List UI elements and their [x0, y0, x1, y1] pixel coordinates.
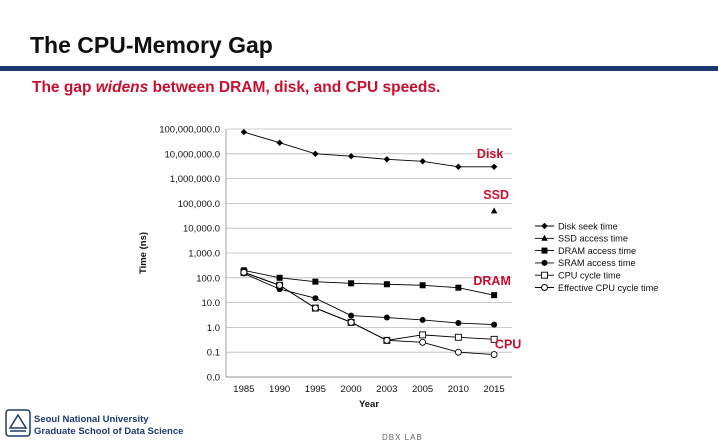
- footer-lab-name: DBX LAB: [382, 433, 423, 442]
- cpu-memory-gap-chart: 0.0 0.1 1.0 10.0 100.0 1,000.0 10,000.0 100,000…: [138, 125, 658, 411]
- y-tick-label: 100.0: [196, 273, 220, 284]
- y-tick-label: 10,000.0: [183, 224, 220, 235]
- title-rule: [0, 66, 718, 71]
- data-point-series-3: [419, 316, 426, 323]
- legend-label: SRAM access time: [558, 258, 636, 268]
- legend-label: Disk seek time: [558, 221, 618, 231]
- data-point-series-5: [240, 268, 248, 276]
- x-tick-label: 2000: [341, 384, 362, 395]
- subtitle-emphasis: widens: [95, 79, 149, 96]
- data-point-series-3: [348, 312, 355, 319]
- series-line-0: [243, 131, 495, 168]
- y-tick-label: 100,000.0: [178, 199, 220, 210]
- data-point-series-2: [455, 284, 462, 291]
- data-point-series-5: [311, 304, 319, 312]
- data-point-series-0: [347, 153, 355, 160]
- data-point-series-0: [419, 158, 426, 165]
- legend-label: DRAM access time: [558, 246, 636, 256]
- data-point-series-5: [419, 338, 427, 346]
- data-point-series-3: [383, 314, 390, 321]
- x-tick-label: 2005: [412, 384, 433, 395]
- y-tick-label: 100,000,000.0: [159, 125, 220, 136]
- data-point-series-0: [383, 156, 391, 163]
- university-emblem-icon: [5, 409, 31, 437]
- data-point-series-0: [455, 163, 462, 170]
- slide-title: The CPU-Memory Gap: [30, 32, 273, 58]
- data-point-series-1: [490, 207, 498, 214]
- y-tick-label: 1.0: [207, 323, 220, 334]
- y-tick-label: 10,000,000.0: [165, 149, 220, 160]
- data-point-series-0: [276, 139, 283, 146]
- y-tick-label: 10.0: [202, 298, 221, 309]
- x-tick-label: 1990: [269, 384, 290, 395]
- data-point-series-5: [383, 336, 391, 344]
- data-point-series-0: [490, 163, 498, 170]
- x-tick-label: 2015: [484, 384, 505, 395]
- annotation-dram: DRAM: [473, 274, 511, 288]
- legend-label: Effective CPU cycle time: [558, 283, 658, 293]
- data-point-series-0: [312, 150, 319, 157]
- footer-university: Seoul National University Graduate Schoo…: [34, 414, 183, 438]
- series-line-2: [243, 269, 495, 296]
- y-tick-label: 0.1: [207, 348, 220, 359]
- data-point-series-5: [347, 318, 355, 326]
- annotation-cpu: CPU: [495, 338, 521, 352]
- legend-label: SSD access time: [558, 234, 628, 244]
- slide-subtitle: The gap widens between DRAM, disk, and C…: [32, 79, 440, 97]
- data-point-series-4: [419, 331, 427, 339]
- legend-marker: [541, 247, 548, 254]
- data-point-series-5: [454, 348, 462, 356]
- data-point-series-2: [276, 274, 283, 281]
- data-point-series-4: [454, 333, 462, 341]
- data-point-series-2: [491, 292, 498, 299]
- legend-marker: [541, 259, 548, 266]
- x-tick-label: 1985: [233, 384, 254, 395]
- data-point-series-3: [491, 321, 498, 328]
- y-tick-label: 1,000,000.0: [170, 174, 220, 185]
- x-tick-label: 2003: [376, 384, 397, 395]
- y-axis-title: Time (ns): [138, 232, 149, 274]
- legend-marker: [541, 222, 548, 230]
- data-point-series-5: [490, 351, 498, 359]
- series-line-5: [243, 271, 495, 356]
- annotation-disk: Disk: [477, 147, 503, 161]
- data-point-series-2: [312, 278, 319, 285]
- data-point-series-2: [383, 281, 390, 288]
- y-tick-label: 1,000.0: [188, 249, 220, 260]
- data-point-series-5: [276, 281, 284, 289]
- y-tick-label: 0.0: [207, 373, 220, 384]
- series-line-3: [243, 273, 495, 326]
- subtitle-text-start: The gap: [32, 79, 96, 96]
- x-axis-title: Year: [359, 399, 379, 410]
- legend-marker: [541, 271, 548, 279]
- data-point-series-0: [240, 128, 248, 136]
- data-point-series-2: [348, 280, 355, 287]
- data-point-series-3: [455, 320, 462, 327]
- data-point-series-3: [312, 295, 319, 302]
- legend-marker: [541, 234, 548, 241]
- legend-marker: [541, 284, 548, 291]
- data-point-series-4: [490, 335, 498, 343]
- data-point-series-2: [419, 282, 426, 289]
- school-name: Graduate School of Data Science: [34, 426, 184, 437]
- x-tick-label: 2010: [448, 384, 469, 395]
- subtitle-text-end: between DRAM, disk, and CPU speeds.: [148, 79, 441, 96]
- annotation-ssd: SSD: [483, 188, 509, 202]
- legend-label: CPU cycle time: [558, 271, 621, 281]
- university-name: Seoul National University: [34, 414, 149, 425]
- x-tick-label: 1995: [305, 384, 326, 395]
